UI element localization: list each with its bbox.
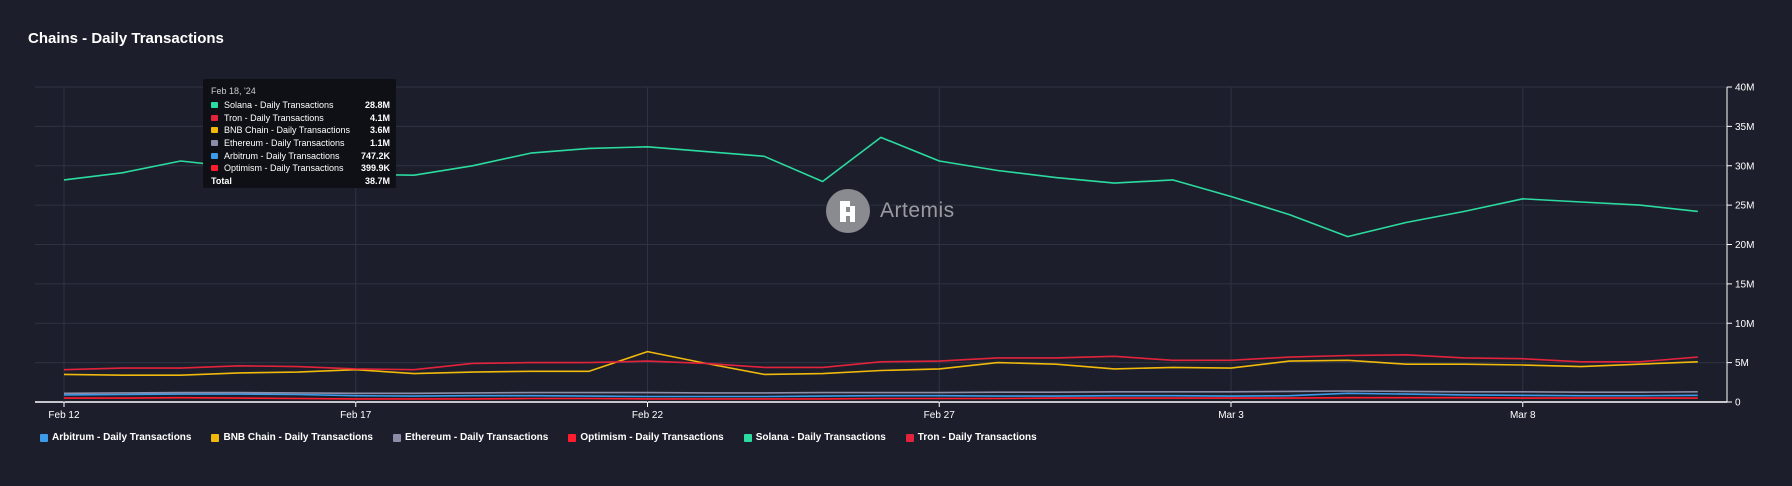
tooltip-row: BNB Chain - Daily Transactions 3.6M [211, 124, 390, 137]
chart-tooltip: Feb 18, '24 Solana - Daily Transactions 2… [203, 79, 396, 188]
legend-label: Ethereum - Daily Transactions [404, 432, 549, 443]
tooltip-series-label: Optimism - Daily Transactions [224, 163, 344, 174]
tooltip-series-value: 4.1M [369, 112, 390, 123]
series-line[interactable] [63, 392, 1698, 398]
tooltip-series-label: Tron - Daily Transactions [224, 112, 324, 123]
legend-swatch [568, 433, 577, 442]
legend-item[interactable]: Optimism - Daily Transactions [568, 432, 724, 443]
legend-swatch [211, 433, 220, 442]
legend-label: Arbitrum - Daily Transactions [52, 432, 192, 443]
tooltip-date: Feb 18, '24 [211, 86, 256, 96]
x-tick-label: Mar 3 [1218, 410, 1244, 421]
tooltip-series-value: 3.6M [369, 125, 390, 136]
x-tick-label: Feb 12 [48, 410, 80, 421]
tooltip-swatch [211, 102, 218, 109]
y-tick-label: 10M [1735, 319, 1754, 330]
y-tick-label: 15M [1735, 279, 1754, 290]
tooltip-series-value: 1.1M [369, 138, 390, 149]
x-tick-label: Feb 22 [632, 410, 664, 421]
series-line[interactable] [64, 396, 1698, 400]
tooltip-swatch [211, 127, 218, 134]
chart-series [63, 136, 1698, 400]
legend-item[interactable]: BNB Chain - Daily Transactions [211, 432, 373, 443]
legend-item[interactable]: Tron - Daily Transactions [905, 432, 1037, 443]
legend-label: Solana - Daily Transactions [755, 432, 886, 443]
legend-swatch [40, 433, 48, 442]
tooltip-series-label: Arbitrum - Daily Transactions [224, 150, 340, 161]
y-tick-label: 20M [1735, 240, 1754, 251]
tooltip-series-label: BNB Chain - Daily Transactions [224, 125, 351, 136]
tooltip-swatch [211, 114, 218, 121]
series-line[interactable] [63, 390, 1698, 395]
tooltip-swatch [211, 152, 218, 159]
legend-label: Tron - Daily Transactions [917, 432, 1037, 443]
tooltip-swatch [211, 165, 218, 172]
series-line[interactable] [63, 350, 1698, 377]
tooltip-row: Ethereum - Daily Transactions 1.1M [211, 137, 390, 150]
y-tick-label: 35M [1735, 122, 1754, 133]
tooltip-row: Arbitrum - Daily Transactions 747.2K [211, 149, 390, 162]
tooltip-row: Optimism - Daily Transactions 399.9K [211, 162, 390, 175]
watermark-text: Artemis [880, 199, 955, 222]
tooltip-row: Solana - Daily Transactions 28.8M [211, 99, 390, 112]
legend-swatch [392, 433, 401, 442]
legend-label: Optimism - Daily Transactions [580, 432, 724, 443]
legend-swatch [905, 433, 914, 442]
tooltip-total-row: Total 38.7M [211, 175, 390, 188]
tooltip-series-value: 747.2K [360, 150, 390, 161]
x-tick-label: Feb 17 [340, 410, 372, 421]
tooltip-swatch [211, 140, 218, 147]
legend-item[interactable]: Ethereum - Daily Transactions [392, 432, 549, 443]
tooltip-total-value: 38.7M [364, 175, 390, 186]
y-tick-label: 25M [1735, 201, 1754, 212]
tooltip-series-value: 399.9K [360, 163, 390, 174]
legend-label: BNB Chain - Daily Transactions [223, 432, 373, 443]
chart-legend: Arbitrum - Daily Transactions BNB Chain -… [40, 432, 1057, 443]
chart-axes: 0 5M 10M 15M 20M 25M 30M 35M 40M Feb 12 Feb 17 Feb … [48, 83, 1754, 422]
tooltip-series-label: Ethereum - Daily Transactions [224, 138, 345, 149]
y-tick-label: 40M [1735, 83, 1754, 94]
y-tick-label: 0 [1735, 398, 1741, 409]
chart-grid [35, 86, 1727, 403]
legend-item[interactable]: Arbitrum - Daily Transactions [40, 432, 191, 443]
x-tick-label: Feb 27 [924, 410, 956, 421]
tooltip-total-label: Total [211, 175, 232, 186]
y-tick-label: 5M [1735, 358, 1749, 369]
x-tick-label: Mar 8 [1510, 410, 1536, 421]
chart-title: Chains - Daily Transactions [28, 30, 224, 47]
tooltip-series-label: Solana - Daily Transactions [224, 100, 334, 111]
y-tick-label: 30M [1735, 161, 1754, 172]
legend-item[interactable]: Solana - Daily Transactions [743, 432, 886, 443]
artemis-watermark: Artemis [826, 189, 955, 233]
series-line[interactable] [63, 353, 1698, 371]
legend-swatch [743, 433, 752, 442]
tooltip-series-value: 28.8M [364, 100, 390, 111]
tooltip-row: Tron - Daily Transactions 4.1M [211, 112, 390, 125]
artemis-logo-icon [826, 189, 870, 233]
